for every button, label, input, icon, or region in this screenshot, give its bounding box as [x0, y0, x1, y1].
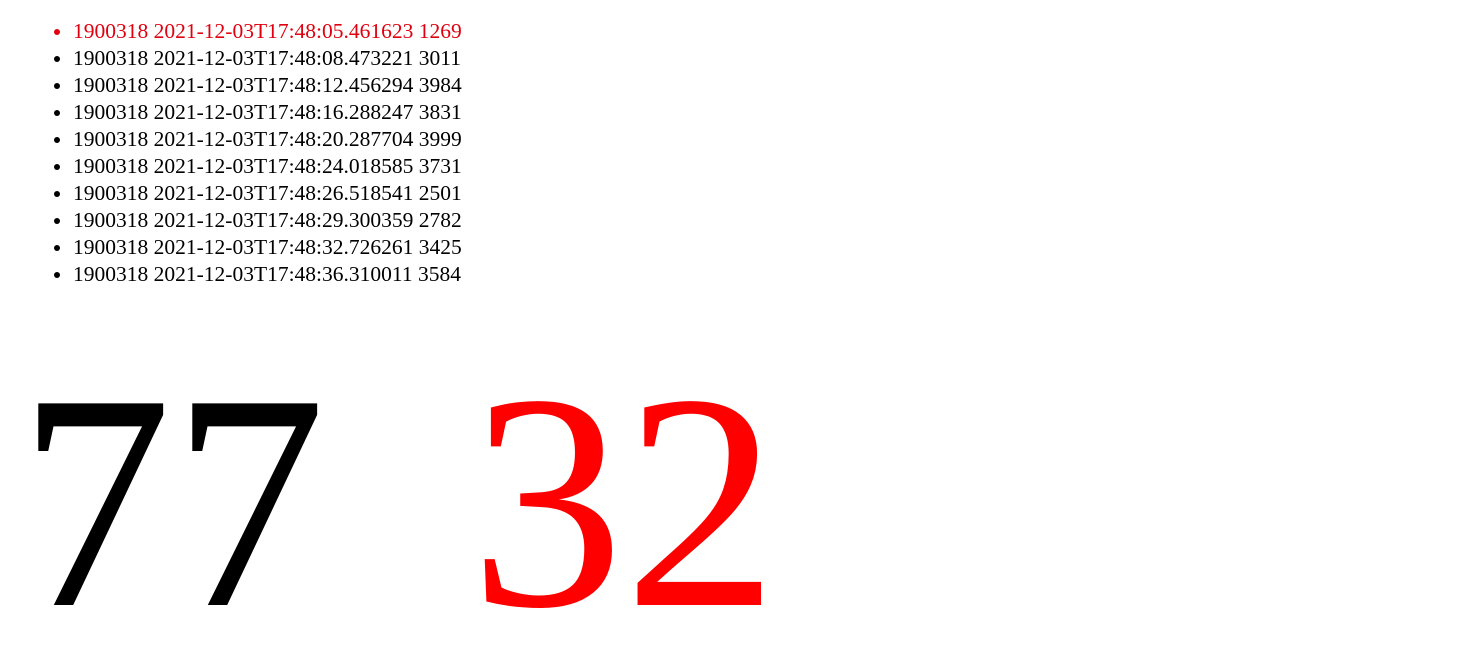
log-entry: 1900318 2021-12-03T17:48:29.300359 2782	[73, 207, 462, 234]
log-entry: 1900318 2021-12-03T17:48:05.461623 1269	[73, 18, 462, 45]
right-counter: 32	[470, 331, 778, 672]
log-list: 1900318 2021-12-03T17:48:05.461623 1269 …	[33, 18, 462, 288]
left-counter: 77	[18, 331, 326, 672]
log-entry: 1900318 2021-12-03T17:48:12.456294 3984	[73, 72, 462, 99]
log-entry: 1900318 2021-12-03T17:48:20.287704 3999	[73, 126, 462, 153]
log-entry: 1900318 2021-12-03T17:48:16.288247 3831	[73, 99, 462, 126]
log-entry: 1900318 2021-12-03T17:48:26.518541 2501	[73, 180, 462, 207]
log-entry: 1900318 2021-12-03T17:48:24.018585 3731	[73, 153, 462, 180]
log-entry: 1900318 2021-12-03T17:48:36.310011 3584	[73, 261, 462, 288]
log-entry: 1900318 2021-12-03T17:48:32.726261 3425	[73, 234, 462, 261]
log-entry: 1900318 2021-12-03T17:48:08.473221 3011	[73, 45, 462, 72]
